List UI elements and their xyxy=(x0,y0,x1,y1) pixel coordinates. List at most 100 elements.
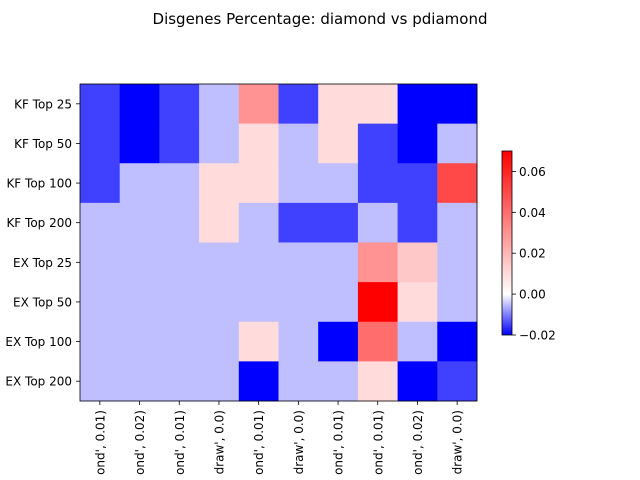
heatmap-cell xyxy=(80,282,121,323)
heatmap-cell xyxy=(119,202,160,243)
x-axis: ond', 0.01) ond', 0.02) ond', 0.01) draw', … xyxy=(93,401,465,475)
x-tick-label: ond', 0.02) xyxy=(411,410,425,475)
x-tick-label: ond', 0.01) xyxy=(371,410,385,475)
chart-title: Disgenes Percentage: diamond vs pdiamond xyxy=(153,10,488,28)
heatmap-cell xyxy=(238,282,279,323)
x-tick-label: ond', 0.02) xyxy=(133,410,147,475)
y-tick-label: EX Top 100 xyxy=(5,335,72,349)
heatmap-cell xyxy=(357,202,398,243)
colorbar-tick-label: 0.06 xyxy=(519,165,546,179)
heatmap-cell xyxy=(278,84,319,125)
heatmap-cell xyxy=(437,202,478,243)
heatmap-cell xyxy=(357,163,398,204)
heatmap-cell xyxy=(238,321,279,362)
y-tick-label: KF Top 200 xyxy=(6,216,72,230)
heatmap-cell xyxy=(80,321,121,362)
heatmap-cell xyxy=(357,321,398,362)
heatmap-cell xyxy=(318,163,359,204)
heatmap-cell xyxy=(278,321,319,362)
y-tick-label: KF Top 25 xyxy=(14,97,72,111)
x-tick-label: draw', 0.0) xyxy=(292,410,306,474)
heatmap-cell xyxy=(397,84,438,125)
colorbar-axis: 0.06 0.04 0.02 0.00 −0.02 xyxy=(512,165,556,343)
heatmap-cell xyxy=(119,242,160,283)
heatmap-cell xyxy=(119,163,160,204)
x-tick-label: ond', 0.01) xyxy=(252,410,266,475)
heatmap-cell xyxy=(437,282,478,323)
heatmap-cell xyxy=(80,242,121,283)
heatmap-cell xyxy=(119,282,160,323)
heatmap-cell xyxy=(199,163,240,204)
heatmap-cell xyxy=(119,321,160,362)
colorbar-tick-label: 0.00 xyxy=(519,288,546,302)
heatmap-cell xyxy=(199,84,240,125)
heatmap-cell xyxy=(318,202,359,243)
heatmap-cell xyxy=(437,123,478,164)
heatmap-cell xyxy=(199,321,240,362)
x-tick-label: draw', 0.0) xyxy=(212,410,226,474)
heatmap-cell xyxy=(318,242,359,283)
heatmap-cell xyxy=(397,242,438,283)
heatmap-cell xyxy=(357,282,398,323)
heatmap-cell xyxy=(159,321,200,362)
heatmap-cell xyxy=(159,242,200,283)
heatmap-cell xyxy=(397,163,438,204)
heatmap-cell xyxy=(437,361,478,402)
colorbar xyxy=(501,150,513,336)
heatmap-cell xyxy=(80,123,121,164)
heatmap-cell xyxy=(278,242,319,283)
heatmap-cell xyxy=(318,321,359,362)
colorbar-tick-label: 0.02 xyxy=(519,247,546,261)
heatmap-cell xyxy=(159,123,200,164)
heatmap-cell xyxy=(80,202,121,243)
heatmap-cell xyxy=(80,84,121,125)
y-axis: KF Top 25 KF Top 50 KF Top 100 KF Top 200 EX… xyxy=(5,97,80,389)
heatmap-cell xyxy=(278,282,319,323)
heatmap-cell xyxy=(357,123,398,164)
heatmap-cell xyxy=(397,361,438,402)
heatmap-cell xyxy=(318,282,359,323)
heatmap-cell xyxy=(357,242,398,283)
y-tick-label: EX Top 25 xyxy=(13,256,72,270)
heatmap-cell xyxy=(119,361,160,402)
x-tick-label: ond', 0.01) xyxy=(93,410,107,475)
heatmap-cell xyxy=(238,242,279,283)
heatmap-cell xyxy=(238,84,279,125)
heatmap-cells xyxy=(80,84,478,402)
heatmap-cell xyxy=(397,321,438,362)
heatmap-cell xyxy=(437,163,478,204)
heatmap-cell xyxy=(159,163,200,204)
heatmap-cell xyxy=(199,242,240,283)
heatmap-cell xyxy=(397,123,438,164)
heatmap-cell xyxy=(397,282,438,323)
y-tick-label: KF Top 50 xyxy=(14,137,72,151)
heatmap-cell xyxy=(437,242,478,283)
heatmap-cell xyxy=(238,163,279,204)
heatmap-cell xyxy=(278,361,319,402)
heatmap-cell xyxy=(238,361,279,402)
x-tick-label: ond', 0.01) xyxy=(332,410,346,475)
heatmap-cell xyxy=(199,361,240,402)
heatmap-cell xyxy=(119,123,160,164)
heatmap-cell xyxy=(119,84,160,125)
heatmap-cell xyxy=(357,361,398,402)
y-tick-label: EX Top 200 xyxy=(5,375,72,389)
heatmap-cell xyxy=(159,202,200,243)
y-tick-label: EX Top 50 xyxy=(13,295,72,309)
heatmap-cell xyxy=(199,123,240,164)
heatmap-cell xyxy=(238,202,279,243)
heatmap-cell xyxy=(238,123,279,164)
heatmap-cell xyxy=(318,123,359,164)
colorbar-tick-label: −0.02 xyxy=(519,329,556,343)
heatmap-cell xyxy=(159,282,200,323)
heatmap-cell xyxy=(437,84,478,125)
x-tick-label: ond', 0.01) xyxy=(173,410,187,475)
heatmap-cell xyxy=(159,84,200,125)
x-tick-label: draw', 0.0) xyxy=(451,410,465,474)
heatmap-cell xyxy=(80,163,121,204)
plot-frame xyxy=(79,83,478,402)
heatmap-cell xyxy=(318,361,359,402)
heatmap-cell xyxy=(80,361,121,402)
heatmap-cell xyxy=(159,361,200,402)
